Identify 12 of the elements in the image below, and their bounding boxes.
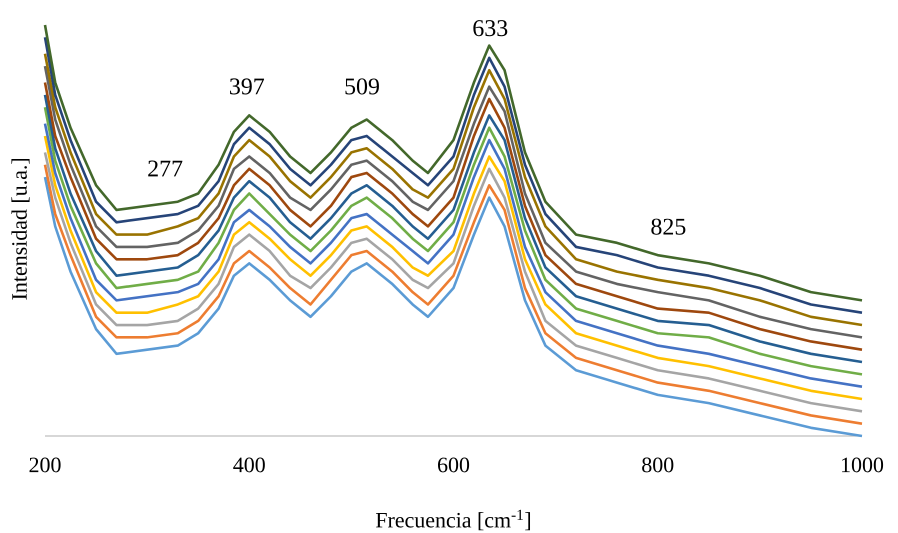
annotation: 825 bbox=[651, 218, 686, 235]
x-tick-label: 800 bbox=[642, 458, 674, 472]
annotation: 633 bbox=[473, 20, 508, 36]
x-tick-label: 400 bbox=[233, 458, 265, 472]
x-tick-label: 600 bbox=[438, 458, 470, 472]
x-axis-title: Frecuencia [cm$^{-1}$] bbox=[376, 510, 530, 530]
annotation: 509 bbox=[345, 78, 379, 95]
annotation: 397 bbox=[230, 78, 264, 94]
y-axis-title: Intensidad [u.a.] bbox=[11, 158, 30, 300]
x-tick-label: 1000 bbox=[842, 458, 884, 472]
annotation: 277 bbox=[148, 160, 182, 176]
x-tick-label: 200 bbox=[30, 458, 61, 472]
